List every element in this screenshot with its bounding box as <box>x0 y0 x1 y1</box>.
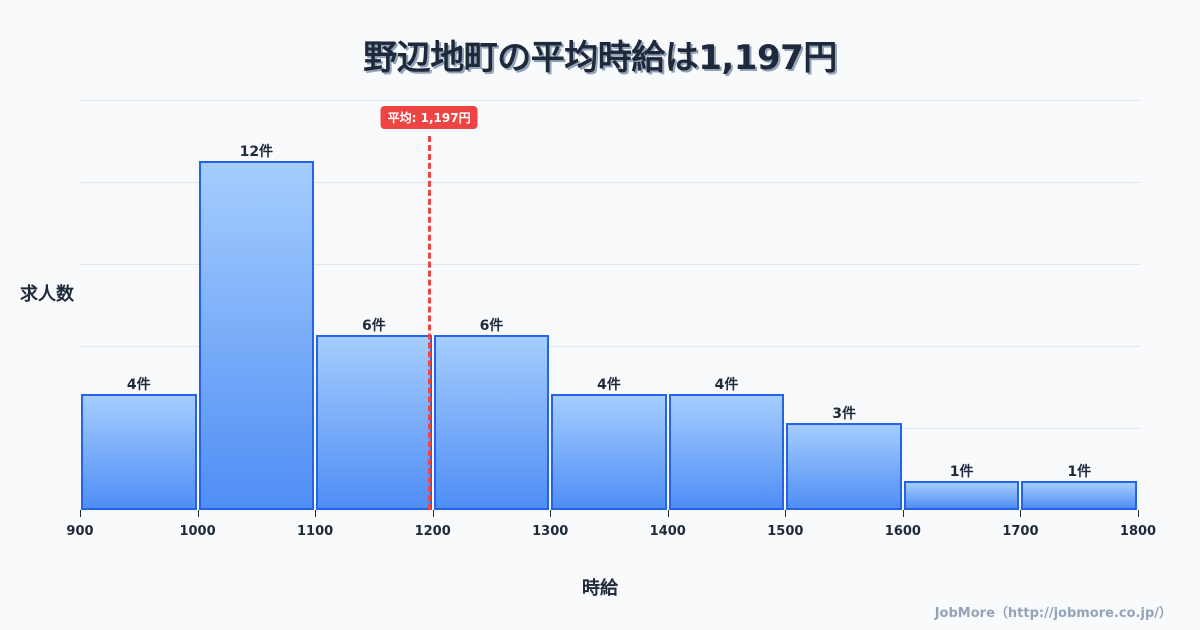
histogram-bar <box>786 422 902 510</box>
x-tick <box>902 510 904 517</box>
x-tick-label: 1000 <box>179 524 216 539</box>
bar-value-label: 4件 <box>126 376 151 393</box>
x-tick <box>197 510 199 517</box>
bar-value-label: 6件 <box>479 318 504 335</box>
x-tick <box>80 510 81 517</box>
bar-value-label: 4件 <box>714 376 739 393</box>
bar-value-label: 1件 <box>1067 463 1092 480</box>
histogram-plot: 4件 12件 6件 6件 4件 4件 3件 1件 1件 900 1000 1100 1200 1300 14… <box>66 100 1156 539</box>
x-tick-label: 1700 <box>1002 524 1039 539</box>
x-axis-label: 時給 <box>582 578 618 599</box>
histogram-bar <box>903 480 1020 510</box>
x-tick <box>1020 510 1022 517</box>
mean-badge: 平均: 1,197円 <box>380 106 478 129</box>
histogram-bar <box>551 393 667 510</box>
x-tick-label: 1300 <box>532 524 569 539</box>
histogram-bar <box>1021 480 1137 510</box>
histogram-bar <box>668 393 785 510</box>
mean-line <box>428 136 432 510</box>
x-tick-label: 1100 <box>297 524 334 539</box>
gridline <box>80 100 1140 101</box>
x-tick <box>667 510 669 517</box>
x-tick-label: 900 <box>66 524 94 539</box>
x-tick-label: 1500 <box>767 524 804 539</box>
histogram-bar <box>316 335 432 510</box>
histogram-bar <box>81 393 197 510</box>
credit-text: JobMore（http://jobmore.co.jp/） <box>934 606 1172 621</box>
x-tick <box>550 510 552 517</box>
x-tick-label: 1800 <box>1119 524 1157 539</box>
gridline <box>80 346 1140 347</box>
y-axis-label: 求人数 <box>20 284 74 305</box>
x-tick <box>315 510 317 517</box>
x-tick-label: 1200 <box>414 524 451 539</box>
histogram-bar <box>198 160 315 510</box>
x-tick <box>432 510 434 517</box>
gridline <box>80 182 1140 183</box>
bar-value-label: 4件 <box>597 376 621 393</box>
x-tick <box>1138 510 1139 517</box>
bar-value-label: 6件 <box>362 318 386 335</box>
bar-value-label: 1件 <box>949 463 974 480</box>
histogram-bar <box>433 335 550 510</box>
x-tick <box>785 510 787 517</box>
gridline <box>80 264 1140 265</box>
x-tick-label: 1400 <box>649 524 686 539</box>
chart-title: 野辺地町の平均時給は1,197円 <box>363 38 837 78</box>
bar-value-label: 3件 <box>832 405 856 422</box>
bar-value-label: 12件 <box>239 143 274 160</box>
x-tick-label: 1600 <box>884 524 921 539</box>
